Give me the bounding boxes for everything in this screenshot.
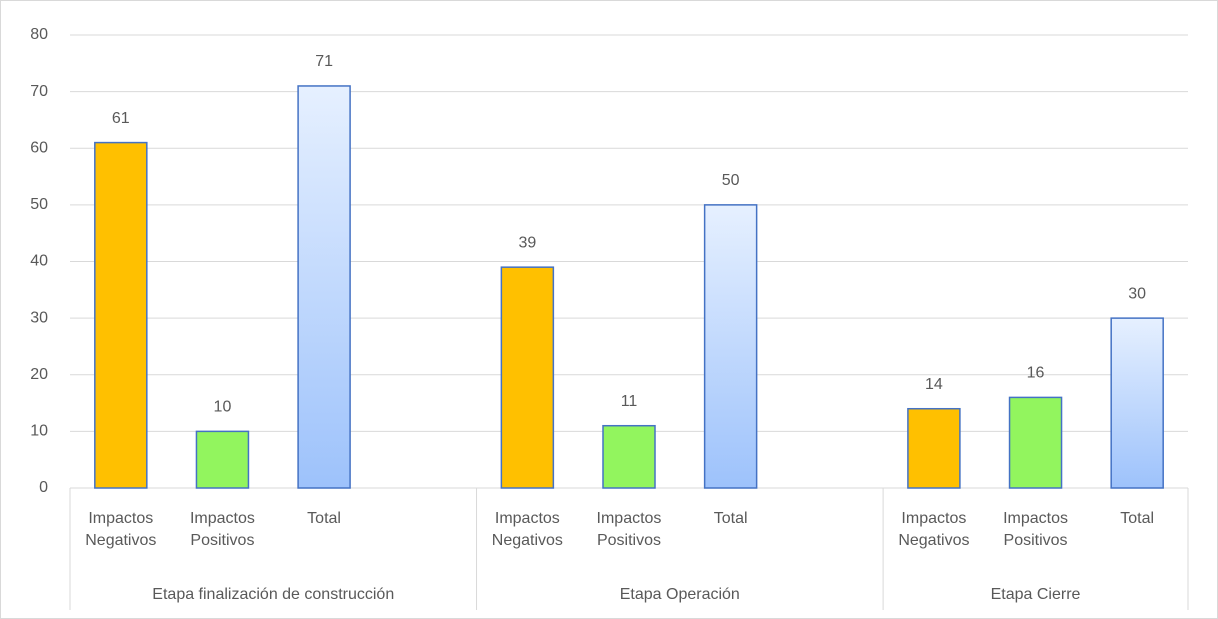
y-tick-label: 0 bbox=[39, 479, 48, 496]
data-label: 50 bbox=[722, 172, 740, 189]
data-label: 71 bbox=[315, 53, 333, 70]
y-tick-label: 30 bbox=[30, 309, 48, 326]
data-label: 14 bbox=[925, 376, 943, 393]
x-tick-label: Total bbox=[307, 510, 341, 527]
x-tick-label: Total bbox=[1120, 510, 1155, 527]
y-tick-label: 20 bbox=[30, 366, 48, 383]
group-label: Etapa finalización de construcción bbox=[152, 586, 395, 603]
x-tick-label: Impactos Positivos bbox=[596, 510, 662, 549]
data-label: 11 bbox=[621, 393, 638, 410]
bar bbox=[195, 430, 250, 489]
data-label: 30 bbox=[1128, 285, 1146, 302]
data-label: 39 bbox=[518, 234, 536, 251]
y-tick-label: 50 bbox=[30, 196, 48, 213]
group-label: Etapa Operación bbox=[619, 586, 740, 603]
y-tick-label: 80 bbox=[30, 26, 48, 43]
group-label: Etapa Cierre bbox=[990, 586, 1081, 603]
y-tick-label: 70 bbox=[30, 83, 48, 100]
bar bbox=[297, 85, 351, 489]
bar bbox=[703, 204, 758, 489]
bar bbox=[500, 266, 555, 489]
x-tick-label: Impactos Negativos bbox=[491, 510, 563, 549]
bar bbox=[602, 424, 656, 489]
y-tick-label: 60 bbox=[30, 139, 48, 156]
data-label: 10 bbox=[214, 399, 232, 416]
data-label: 61 bbox=[112, 110, 130, 127]
x-tick-label: Impactos Negativos bbox=[898, 510, 970, 549]
x-tick-label: Impactos Positivos bbox=[189, 510, 255, 549]
bar bbox=[1008, 396, 1063, 489]
data-label: 16 bbox=[1027, 365, 1045, 382]
y-tick-label: 10 bbox=[30, 423, 48, 440]
bar bbox=[907, 407, 961, 489]
x-tick-label: Impactos Positivos bbox=[1003, 510, 1068, 549]
bar bbox=[94, 141, 148, 489]
x-tick-label: Total bbox=[713, 510, 748, 527]
y-tick-label: 40 bbox=[30, 253, 48, 270]
x-tick-label: Impactos Negativos bbox=[85, 510, 157, 549]
bar bbox=[1110, 317, 1164, 489]
